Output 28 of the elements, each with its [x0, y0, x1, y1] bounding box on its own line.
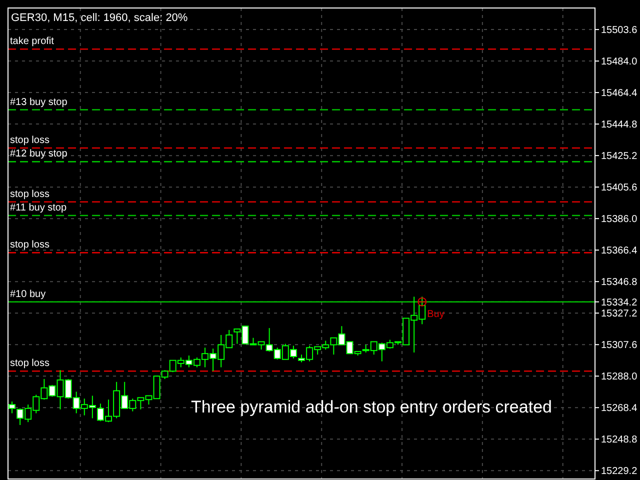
y-tick-label: 15444.8 [601, 120, 638, 131]
ref-line-label: stop loss [10, 188, 50, 200]
y-tick-label: 15307.6 [601, 340, 638, 352]
y-tick-label: 15288.0 [601, 372, 638, 383]
y-tick-label: 15503.6 [601, 25, 638, 36]
y-tick-label: 15405.6 [601, 182, 638, 194]
ref-line-label: stop loss [10, 240, 50, 251]
y-tick-label: 15248.8 [601, 434, 638, 446]
y-tick-label: 15366.4 [601, 246, 638, 257]
y-tick-label: 15229.2 [601, 466, 638, 478]
ref-line-label: #12 buy stop [10, 148, 68, 160]
y-tick-label: 15334.2 [601, 297, 638, 308]
ref-line-label: #13 buy stop [10, 96, 68, 108]
annotation: Buy [427, 308, 444, 320]
y-tick-label: 15425.2 [601, 151, 638, 162]
annotation: Three pyramid add-on stop entry orders created [191, 398, 552, 417]
chart-title: GER30, M15, cell: 1960, scale: 20% [11, 12, 188, 24]
ref-line-label: #10 buy [10, 288, 46, 300]
y-tick-label: 15346.8 [601, 277, 638, 288]
y-tick-label: 15327.2 [601, 308, 638, 320]
ref-line-label: take profit [10, 36, 54, 48]
y-tick-label: 15464.4 [601, 88, 638, 100]
ref-line-label: stop loss [10, 135, 50, 146]
ref-line-label: #11 buy stop [10, 202, 67, 214]
ref-line-label: stop loss [10, 358, 50, 370]
y-tick-label: 15268.4 [601, 403, 638, 414]
y-tick-label: 15484.0 [601, 56, 638, 68]
y-tick-label: 15386.0 [601, 214, 638, 226]
